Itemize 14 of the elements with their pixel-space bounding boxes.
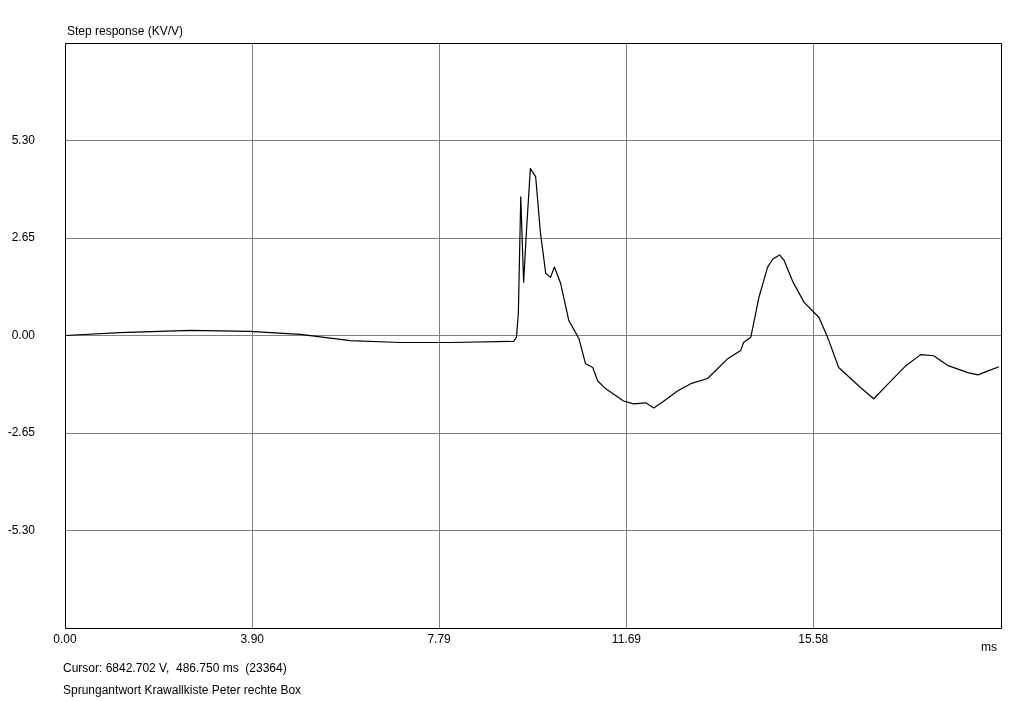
- y-tick-label: 2.65: [11, 230, 36, 245]
- x-tick-label: 11.69: [611, 631, 642, 646]
- y-tick-label: -5.30: [7, 522, 36, 537]
- x-tick-label: 15.58: [798, 631, 829, 646]
- x-axis-title: ms: [981, 640, 997, 654]
- x-tick-label: 0.00: [53, 631, 77, 646]
- y-tick-label: 5.30: [11, 132, 36, 147]
- chart-title: Step response (KV/V): [67, 24, 184, 38]
- text: Sprungantwort Krawallkiste Peter rechte Box: [63, 683, 302, 697]
- y-tick-label: -2.65: [7, 425, 36, 440]
- x-tick-label: 7.79: [427, 631, 452, 646]
- y-tick-label: 0.00: [11, 327, 36, 342]
- text: Cursor: 6842.702 V, 486.750 ms (23364): [63, 661, 287, 675]
- x-tick-label: 3.90: [240, 631, 265, 646]
